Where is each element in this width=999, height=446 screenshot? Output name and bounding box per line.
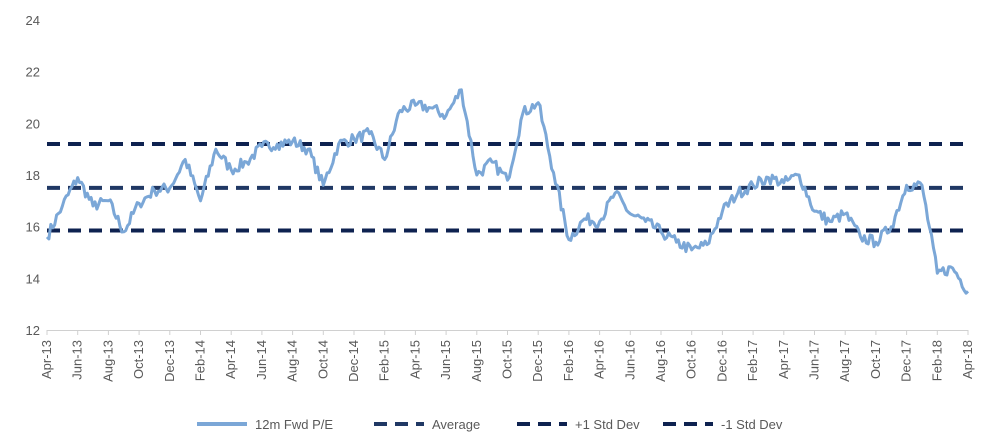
x-tick-label: Dec-15 bbox=[530, 340, 545, 382]
x-tick-label: Aug-14 bbox=[285, 340, 300, 382]
y-tick-label: 16 bbox=[26, 220, 40, 235]
x-tick-label: Oct-14 bbox=[315, 340, 330, 379]
x-tick-label: Apr-14 bbox=[223, 340, 238, 379]
x-tick-label: Oct-13 bbox=[131, 340, 146, 379]
x-tick-label: Jun-17 bbox=[807, 340, 822, 380]
x-tick-label: Apr-15 bbox=[407, 340, 422, 379]
y-tick-label: 20 bbox=[26, 116, 40, 131]
x-tick-label: Feb-17 bbox=[745, 340, 760, 381]
legend: 12m Fwd P/E Average +1 Std Dev -1 Std Dev bbox=[197, 417, 783, 432]
x-tick-label: Feb-16 bbox=[561, 340, 576, 381]
legend-label: -1 Std Dev bbox=[721, 417, 783, 432]
x-tick-label: Feb-15 bbox=[377, 340, 392, 381]
x-tick-label: Apr-16 bbox=[592, 340, 607, 379]
x-tick-label: Jun-16 bbox=[622, 340, 637, 380]
legend-label: Average bbox=[432, 417, 480, 432]
x-tick-label: Feb-18 bbox=[929, 340, 944, 381]
x-tick-label: Dec-14 bbox=[346, 340, 361, 382]
series-lines bbox=[45, 88, 970, 295]
legend-label: +1 Std Dev bbox=[575, 417, 640, 432]
x-tick-label: Dec-13 bbox=[162, 340, 177, 382]
x-tick-label: Oct-16 bbox=[684, 340, 699, 379]
x-tick-label: Aug-15 bbox=[469, 340, 484, 382]
x-tick-label: Apr-17 bbox=[776, 340, 791, 379]
x-tick-label: Oct-15 bbox=[500, 340, 515, 379]
x-tick-label: Jun-14 bbox=[254, 340, 269, 380]
x-tick-label: Oct-17 bbox=[868, 340, 883, 379]
x-tick-label: Jun-15 bbox=[438, 340, 453, 380]
x-tick-label: Feb-14 bbox=[193, 340, 208, 381]
x-tick-label: Apr-18 bbox=[960, 340, 975, 379]
series-line-pe bbox=[45, 88, 970, 295]
y-axis-ticks: 12 14 16 18 20 22 24 bbox=[26, 13, 40, 338]
y-tick-label: 14 bbox=[26, 271, 40, 286]
x-tick-label: Aug-16 bbox=[653, 340, 668, 382]
reference-lines bbox=[47, 142, 968, 233]
x-tick-label: Aug-13 bbox=[100, 340, 115, 382]
x-tick-label: Dec-17 bbox=[899, 340, 914, 382]
y-tick-label: 22 bbox=[26, 65, 40, 80]
legend-label: 12m Fwd P/E bbox=[255, 417, 333, 432]
y-tick-label: 18 bbox=[26, 168, 40, 183]
x-axis-ticks: Apr-13 Jun-13 Aug-13 Oct-13 Dec-13 Feb-14 Apr-… bbox=[39, 330, 975, 382]
y-tick-label: 24 bbox=[26, 13, 40, 28]
x-tick-label: Dec-16 bbox=[714, 340, 729, 382]
x-tick-label: Jun-13 bbox=[70, 340, 85, 380]
x-tick-label: Aug-17 bbox=[837, 340, 852, 382]
y-tick-label: 12 bbox=[26, 323, 40, 338]
x-tick-label: Apr-13 bbox=[39, 340, 54, 379]
